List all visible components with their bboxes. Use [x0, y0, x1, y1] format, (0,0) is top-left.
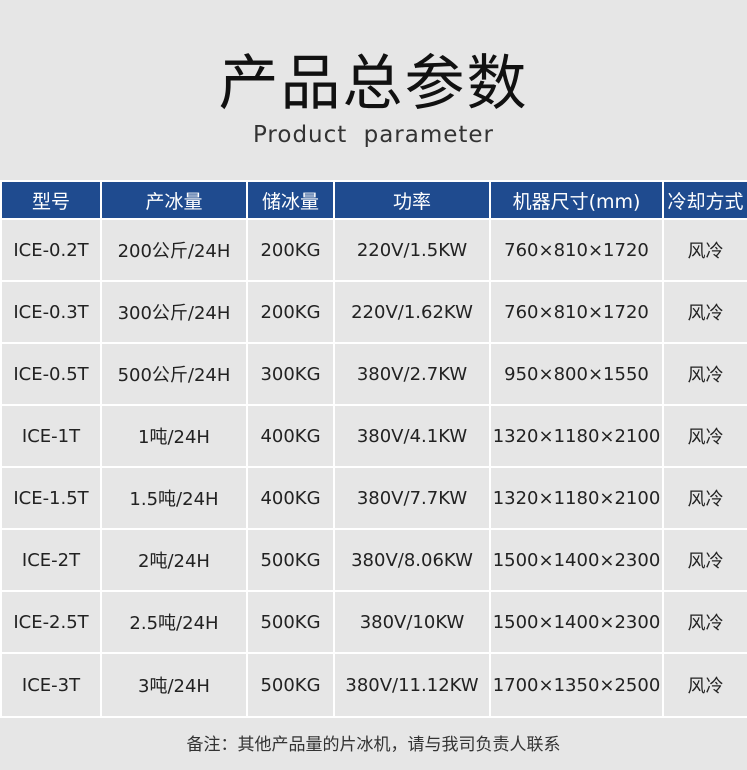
table-cell: 380V/4.1KW	[333, 404, 491, 468]
table-cell: 760×810×1720	[489, 218, 664, 282]
table-cell: 200KG	[246, 280, 335, 344]
table-cell: 风冷	[662, 590, 747, 654]
table-cell: 3吨/24H	[100, 652, 248, 718]
table-row: ICE-1T 1吨/24H 400KG 380V/4.1KW 1320×1180×210…	[0, 404, 747, 468]
table-cell: 380V/8.06KW	[333, 528, 491, 592]
table-cell: ICE-2T	[0, 528, 102, 592]
table-cell: 2吨/24H	[100, 528, 248, 592]
table-row: ICE-0.3T 300公斤/24H 200KG 220V/1.62KW 760×810…	[0, 280, 747, 344]
column-header: 机器尺寸(mm)	[489, 180, 664, 220]
table-row: ICE-0.5T 500公斤/24H 300KG 380V/2.7KW 950×800×…	[0, 342, 747, 406]
table-cell: ICE-3T	[0, 652, 102, 718]
table-cell: 380V/10KW	[333, 590, 491, 654]
table-cell: 300KG	[246, 342, 335, 406]
table-cell: 400KG	[246, 466, 335, 530]
table-row: ICE-0.2T 200公斤/24H 200KG 220V/1.5KW 760×810×…	[0, 218, 747, 282]
table-cell: 风冷	[662, 280, 747, 344]
table-cell: 300公斤/24H	[100, 280, 248, 344]
table-cell: 1700×1350×2500	[489, 652, 664, 718]
table-cell: 200公斤/24H	[100, 218, 248, 282]
table-cell: ICE-0.2T	[0, 218, 102, 282]
table-cell: 760×810×1720	[489, 280, 664, 344]
table-cell: 1500×1400×2300	[489, 590, 664, 654]
table-cell: ICE-1.5T	[0, 466, 102, 530]
table-cell: 500公斤/24H	[100, 342, 248, 406]
column-header: 冷却方式	[662, 180, 747, 220]
table-cell: 400KG	[246, 404, 335, 468]
table-cell: 380V/7.7KW	[333, 466, 491, 530]
table-cell: 风冷	[662, 404, 747, 468]
table-cell: 200KG	[246, 218, 335, 282]
table-cell: 2.5吨/24H	[100, 590, 248, 654]
table-cell: 500KG	[246, 528, 335, 592]
table-cell: 风冷	[662, 466, 747, 530]
page-title: 产品总参数	[218, 49, 529, 119]
table-cell: 1500×1400×2300	[489, 528, 664, 592]
table-row: ICE-3T 3吨/24H 500KG 380V/11.12KW 1700×1350×2…	[0, 652, 747, 718]
table-cell: ICE-2.5T	[0, 590, 102, 654]
table-cell: 风冷	[662, 342, 747, 406]
table-cell: 风冷	[662, 528, 747, 592]
table-row: ICE-2.5T 2.5吨/24H 500KG 380V/10KW 1500×1400×…	[0, 590, 747, 654]
table-cell: 风冷	[662, 652, 747, 718]
table-row: ICE-1.5T 1.5吨/24H 400KG 380V/7.7KW 1320×1180…	[0, 466, 747, 530]
table-cell: 1320×1180×2100	[489, 466, 664, 530]
table-header-row: 型号 产冰量 储冰量 功率 机器尺寸(mm) 冷却方式	[0, 180, 747, 220]
footnote: 备注：其他产品量的片冰机，请与我司负责人联系	[186, 735, 561, 755]
table-cell: ICE-1T	[0, 404, 102, 468]
table-cell: ICE-0.3T	[0, 280, 102, 344]
table-cell: 500KG	[246, 590, 335, 654]
parameter-table: 型号 产冰量 储冰量 功率 机器尺寸(mm) 冷却方式 ICE-0.2T 200公斤/24H…	[0, 180, 747, 718]
table-cell: 380V/11.12KW	[333, 652, 491, 718]
table-row: ICE-2T 2吨/24H 500KG 380V/8.06KW 1500×1400×23…	[0, 528, 747, 592]
table-cell: 220V/1.5KW	[333, 218, 491, 282]
table-cell: 1吨/24H	[100, 404, 248, 468]
table-cell: 1320×1180×2100	[489, 404, 664, 468]
column-header: 型号	[0, 180, 102, 220]
column-header: 储冰量	[246, 180, 335, 220]
column-header: 功率	[333, 180, 491, 220]
table-cell: 220V/1.62KW	[333, 280, 491, 344]
table-cell: 风冷	[662, 218, 747, 282]
column-header: 产冰量	[100, 180, 248, 220]
table-cell: 950×800×1550	[489, 342, 664, 406]
table-cell: 1.5吨/24H	[100, 466, 248, 530]
table-cell: 500KG	[246, 652, 335, 718]
table-cell: 380V/2.7KW	[333, 342, 491, 406]
page-subtitle: Product parameter	[252, 122, 495, 148]
table-cell: ICE-0.5T	[0, 342, 102, 406]
